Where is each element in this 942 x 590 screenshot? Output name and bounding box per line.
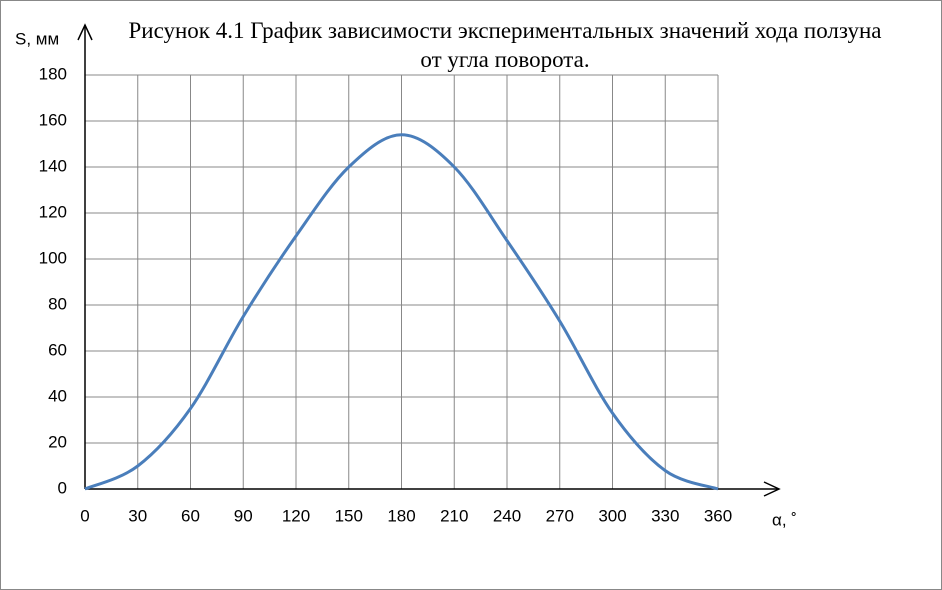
x-axis-arrow: [763, 481, 781, 497]
x-tick-label: 150: [335, 506, 363, 525]
x-tick-label: 360: [704, 506, 732, 525]
x-tick-label: 270: [546, 506, 574, 525]
y-tick-label: 20: [48, 432, 67, 451]
chart-title: Рисунок 4.1 График зависимости экспериме…: [128, 18, 882, 72]
x-tick-label: 30: [128, 506, 147, 525]
y-tick-label: 0: [58, 478, 67, 497]
x-tick-label: 300: [598, 506, 626, 525]
x-tick-label: 60: [181, 506, 200, 525]
y-tick-label: 80: [48, 294, 67, 313]
y-tick-label: 100: [39, 248, 67, 267]
y-axis-label: S, мм: [15, 29, 59, 48]
x-tick-label: 180: [387, 506, 415, 525]
x-tick-label: 210: [440, 506, 468, 525]
y-tick-label: 40: [48, 386, 67, 405]
x-tick-label: 90: [234, 506, 253, 525]
x-axis-label: α, ˚: [772, 510, 797, 529]
y-axis-arrow: [77, 23, 93, 41]
y-tick-label: 60: [48, 340, 67, 359]
x-tick-label: 330: [651, 506, 679, 525]
data-line: [84, 133, 719, 491]
y-tick-label: 160: [39, 110, 67, 129]
y-tick-label: 180: [39, 64, 67, 83]
x-tick-label: 0: [80, 506, 89, 525]
x-tick-label: 240: [493, 506, 521, 525]
x-tick-label: 120: [282, 506, 310, 525]
y-tick-label: 140: [39, 156, 67, 175]
y-tick-label: 120: [39, 202, 67, 221]
